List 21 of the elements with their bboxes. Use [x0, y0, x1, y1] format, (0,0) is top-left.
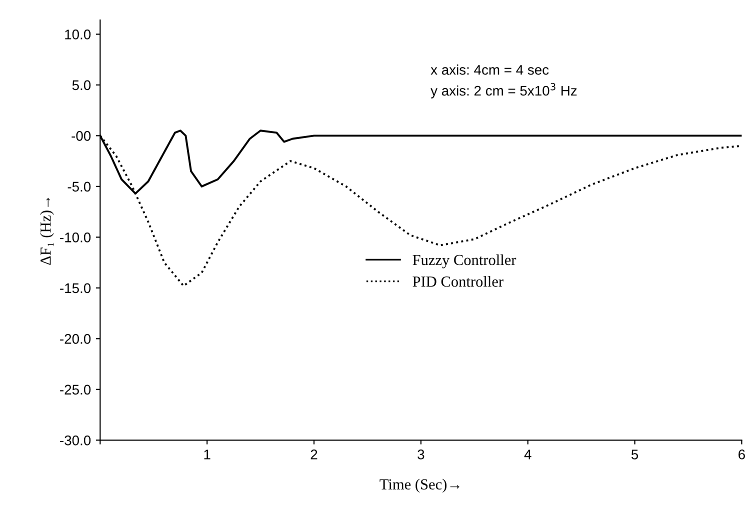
y-tick-label: -15.0	[60, 283, 91, 294]
x-tick-label: 4	[524, 450, 532, 460]
annotation: y axis: 2 cm = 5x10$^{3}$ Hz	[430, 82, 577, 98]
x-axis-title: Time (Sec)→	[380, 478, 460, 493]
y-tick-label: -20.0	[60, 334, 91, 344]
legend-label: PID Controller	[412, 276, 504, 287]
x-tick-label: 2	[310, 450, 318, 460]
x-tick-label: 1	[204, 450, 210, 460]
legend-label: Fuzzy Controller	[412, 254, 516, 268]
x-tick-label: 5	[631, 450, 638, 460]
y-tick-label: -10.0	[60, 232, 91, 242]
annotation: x axis: 4cm = 4 sec	[430, 64, 549, 75]
y-tick-label: -00	[72, 131, 91, 141]
y-axis-title: ΔF₁ (Hz)→	[40, 198, 54, 265]
y-tick-label: 5.0	[72, 80, 91, 90]
y-tick-label: -25.0	[60, 384, 91, 395]
x-tick-label: 6	[738, 450, 745, 460]
x-tick-label: 3	[418, 450, 424, 460]
y-tick-label: -30.0	[60, 435, 91, 446]
y-tick-label: -5.0	[68, 182, 91, 192]
y-tick-label: 10.0	[65, 30, 91, 40]
